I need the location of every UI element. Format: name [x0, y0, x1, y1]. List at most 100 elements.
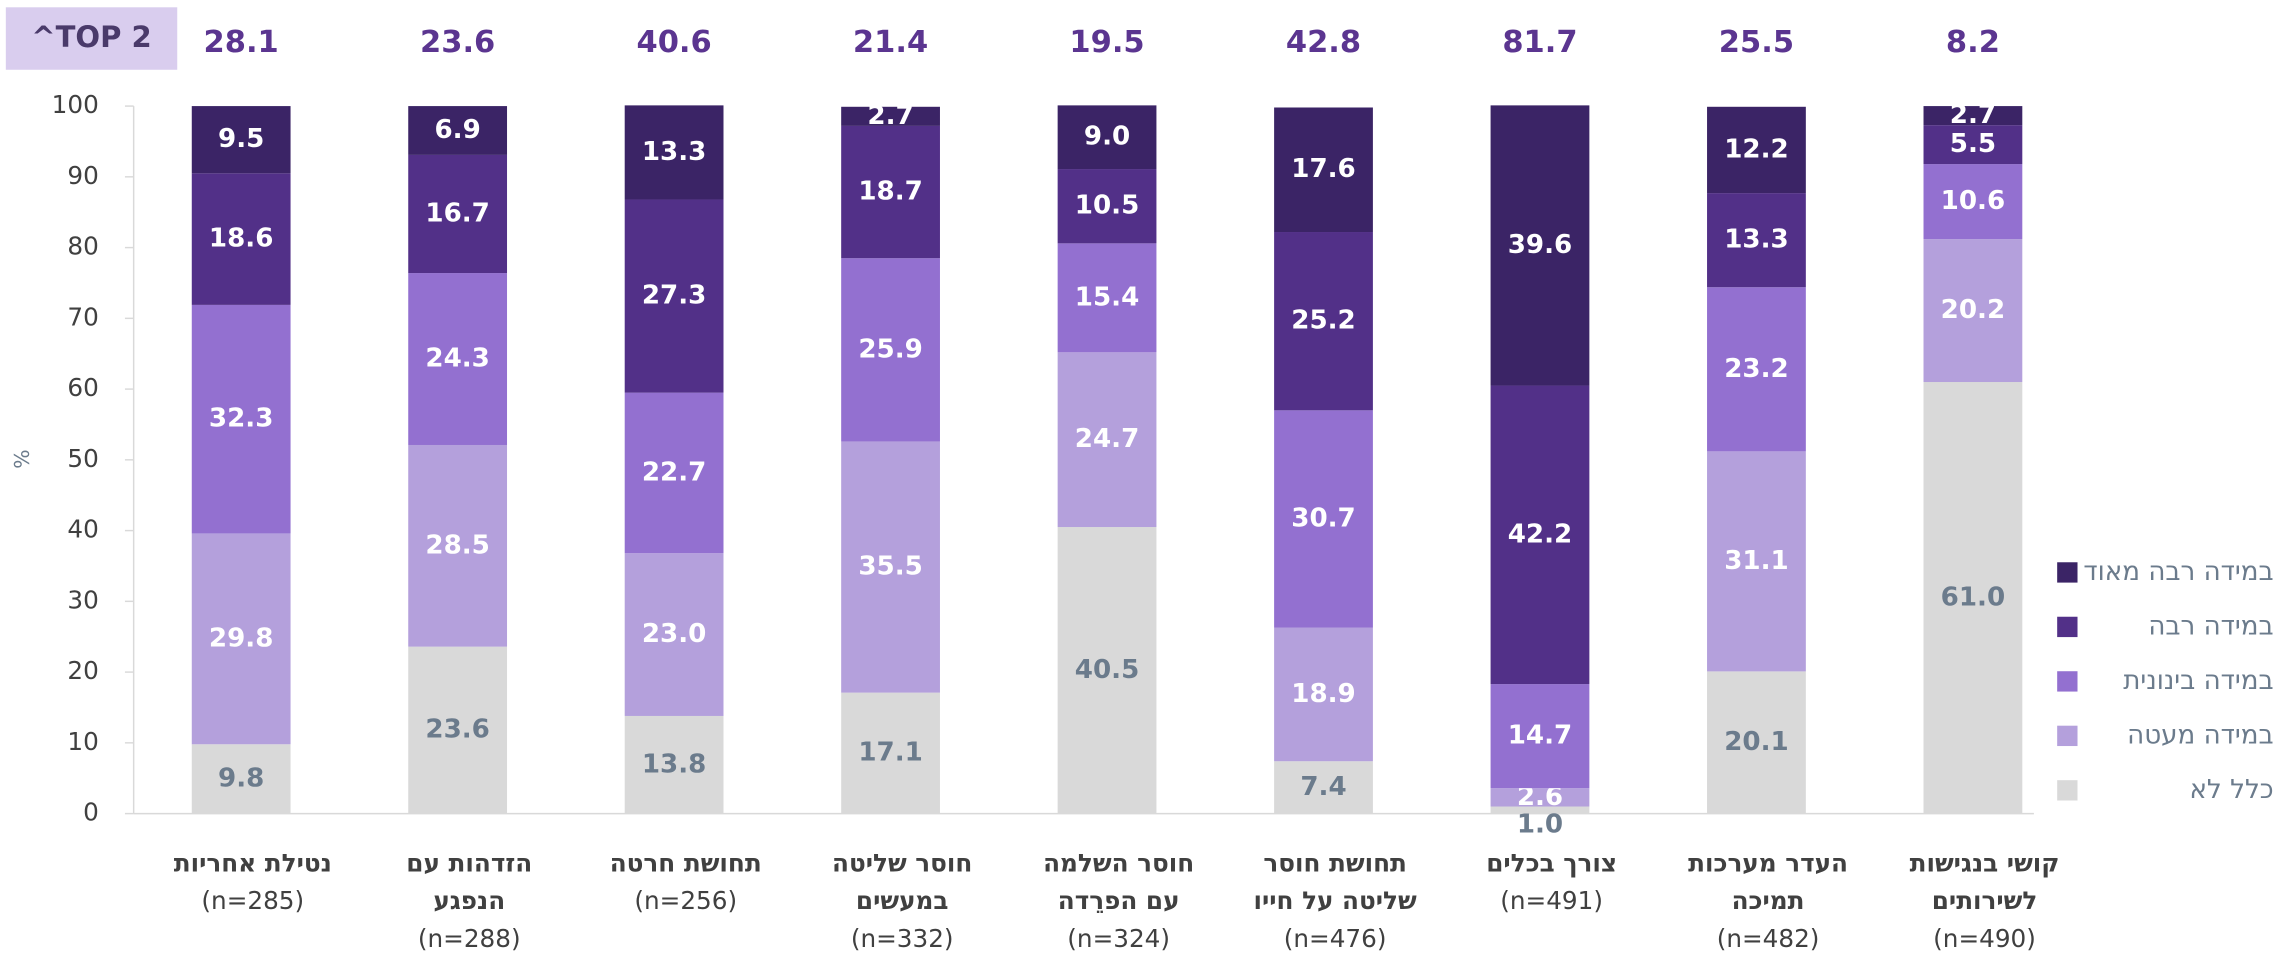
data-label: 14.7 — [1508, 721, 1573, 751]
x-tick-label: חוסר השלמה — [1043, 848, 1194, 877]
legend-swatch — [2057, 562, 2078, 583]
x-tick-label: (n=491) — [1500, 886, 1603, 915]
data-label: 9.0 — [1084, 122, 1130, 152]
bar-segment — [191, 744, 291, 814]
legend-label: במידה רבה מאוד — [2083, 557, 2273, 587]
bar-segment — [1057, 352, 1157, 528]
data-label: 25.9 — [858, 334, 923, 364]
data-label: 13.3 — [1724, 225, 1789, 255]
bar-segment — [191, 106, 291, 174]
bar-segment — [1274, 761, 1373, 814]
data-label: 16.7 — [425, 198, 490, 228]
bar-segment — [1057, 243, 1157, 353]
x-tick-label: (n=476) — [1284, 924, 1387, 953]
bar-segment — [624, 392, 724, 554]
legend-label: במידה מעטה — [2127, 720, 2274, 750]
data-label: 27.3 — [642, 281, 707, 311]
bar-segment — [1274, 627, 1373, 762]
data-label: 30.7 — [1291, 503, 1356, 533]
data-label: 15.4 — [1075, 282, 1140, 312]
legend-label: כלל לא — [2189, 775, 2273, 805]
x-tick-label: (n=490) — [1933, 924, 2036, 953]
y-tick-label: 90 — [67, 161, 98, 190]
bar-segment — [1923, 239, 2023, 383]
bar-segment — [624, 553, 724, 716]
bar-segment — [191, 533, 291, 745]
data-label: 28.5 — [425, 530, 490, 560]
bar-segment — [191, 304, 291, 534]
bar-segment — [1707, 193, 1806, 288]
bar-segment — [408, 273, 508, 445]
x-tick-label: עם הפרֵדה — [1058, 886, 1180, 915]
bar-segment — [1490, 105, 1590, 386]
bar-segment — [841, 441, 940, 693]
data-label: 2.7 — [1950, 100, 1996, 130]
badge: ^TOP 2 — [31, 20, 151, 54]
y-tick-label: 30 — [67, 585, 98, 614]
data-label: 35.5 — [858, 552, 923, 582]
data-label: 12.2 — [1724, 134, 1789, 164]
x-tick-label: (n=482) — [1717, 924, 1820, 953]
legend-label: במידה רבה — [2148, 611, 2273, 641]
x-tick-label: (n=332) — [851, 924, 954, 953]
bar-segment — [1707, 671, 1806, 814]
x-tick-label: (n=288) — [418, 924, 521, 953]
x-tick-label: תחושת חוסר — [1263, 848, 1407, 877]
data-label: 17.6 — [1291, 154, 1356, 184]
x-tick-label: (n=256) — [634, 886, 737, 915]
y-tick-label: 70 — [67, 302, 98, 331]
bar-segment — [1274, 107, 1373, 233]
x-tick-label: העדר מערכות — [1688, 848, 1848, 877]
data-label: 23.6 — [425, 715, 490, 745]
bar-segment — [1923, 106, 2023, 126]
bar-segment — [408, 646, 508, 814]
bar-segment — [1707, 106, 1806, 194]
x-tick-label: לשירותים — [1932, 886, 2038, 915]
x-tick-label: הזדהות עם — [406, 848, 532, 877]
y-tick-label: 40 — [67, 515, 98, 544]
data-label: 40.5 — [1075, 655, 1140, 685]
y-tick-label: 0 — [83, 798, 99, 827]
x-tick-label: קושי בנגישות — [1910, 848, 2060, 877]
y-tick-label: 50 — [67, 444, 98, 473]
data-label: 39.6 — [1508, 230, 1573, 260]
top2-value: 25.5 — [1719, 25, 1794, 60]
data-label: 61.0 — [1941, 582, 2006, 612]
x-tick-label: הנפגע — [433, 886, 505, 915]
bar-segment — [1923, 164, 2023, 240]
x-tick-label: תמיכה — [1732, 886, 1805, 915]
x-tick-label: צורך בכלים — [1486, 848, 1617, 877]
data-label: 9.8 — [218, 763, 264, 793]
y-tick-label: 10 — [67, 727, 98, 756]
data-label: 42.2 — [1508, 519, 1573, 549]
y-tick-label: 80 — [67, 232, 98, 261]
legend-label: במידה בינונית — [2123, 666, 2273, 696]
data-label: 24.7 — [1075, 424, 1140, 454]
bar-segment — [1057, 169, 1157, 244]
bar-segment — [1707, 287, 1806, 452]
bar-segment — [841, 692, 940, 814]
bar-segment — [624, 199, 724, 393]
bar-segment — [1923, 125, 2023, 165]
data-label: 10.6 — [1941, 186, 2006, 216]
x-tick-label: (n=324) — [1067, 924, 1170, 953]
data-label: 5.5 — [1950, 129, 1996, 159]
bar-segment — [1490, 684, 1590, 789]
bar-segment — [1274, 410, 1373, 628]
data-label: 13.3 — [642, 137, 707, 167]
bar-segment — [408, 106, 508, 155]
legend-swatch — [2057, 725, 2078, 747]
data-label: 10.5 — [1075, 191, 1140, 221]
top2-value: 42.8 — [1286, 25, 1361, 60]
top2-value: 19.5 — [1069, 25, 1144, 60]
data-label: 25.2 — [1291, 306, 1356, 336]
x-tick-label: נטילת אחריות — [174, 848, 332, 877]
top2-value: 40.6 — [636, 25, 711, 60]
bar-segment — [624, 715, 724, 814]
top2-value: 81.7 — [1502, 25, 1577, 60]
x-tick-label: במעשים — [856, 886, 949, 915]
bar-segment — [408, 154, 508, 274]
x-tick-label: חוסר שליטה — [832, 848, 972, 877]
data-label: 20.1 — [1724, 727, 1789, 757]
data-label: 23.0 — [642, 619, 707, 649]
